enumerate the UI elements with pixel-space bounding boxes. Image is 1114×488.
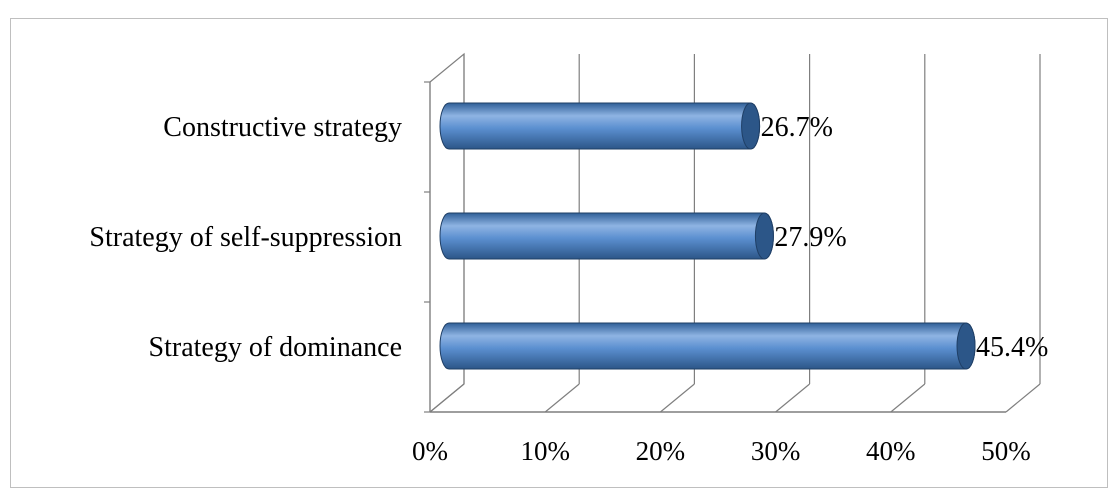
bar (439, 212, 774, 260)
bar (439, 102, 761, 150)
x-tick-label: 0% (412, 436, 448, 466)
x-tick-label: 10% (520, 436, 570, 466)
x-tick-label: 50% (981, 436, 1031, 466)
x-tick-label: 20% (636, 436, 686, 466)
data-label: 27.9% (774, 222, 846, 253)
data-label: 45.4% (976, 332, 1048, 363)
category-label: Constructive strategy (163, 112, 402, 143)
bar (439, 322, 976, 370)
x-tick-label: 40% (866, 436, 916, 466)
bar-end-cap (741, 102, 761, 150)
bar-end-cap (956, 322, 976, 370)
floor-gridline (660, 383, 695, 413)
bars (439, 102, 976, 370)
floor-gridline (544, 383, 580, 413)
bar-end-cap (754, 212, 774, 260)
floor-gridline (1005, 383, 1041, 413)
data-label: 26.7% (761, 112, 833, 143)
category-label: Strategy of self-suppression (89, 222, 402, 253)
labels: 0% 10% 20% 30% 40% 50% Constructive strategy 26… (89, 112, 1048, 466)
x-tick-label: 30% (751, 436, 801, 466)
category-label: Strategy of dominance (149, 332, 402, 363)
floor-gridline (775, 383, 810, 413)
floor-gridline (890, 383, 926, 413)
